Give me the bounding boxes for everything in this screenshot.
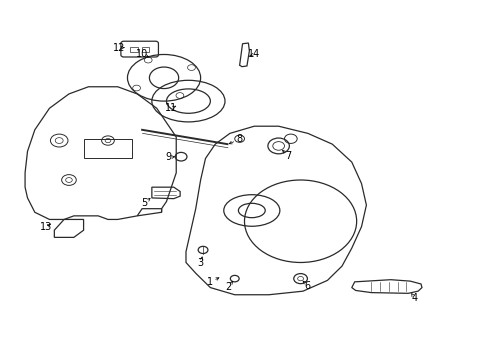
Bar [130, 46, 138, 51]
Text: 5: 5 [141, 198, 147, 208]
Text: 4: 4 [410, 293, 416, 303]
Text: 10: 10 [136, 49, 148, 59]
Text: 3: 3 [197, 258, 203, 268]
Bar [83, 139, 132, 158]
Text: 11: 11 [165, 103, 177, 113]
Text: 14: 14 [247, 49, 260, 59]
Bar [142, 46, 149, 51]
Text: 6: 6 [304, 281, 310, 291]
Text: 2: 2 [225, 282, 231, 292]
Text: 1: 1 [207, 277, 213, 287]
Text: 9: 9 [165, 152, 171, 162]
Text: 13: 13 [41, 222, 53, 231]
Text: 7: 7 [285, 151, 291, 161]
Text: 12: 12 [113, 43, 125, 53]
Text: 8: 8 [236, 134, 242, 144]
